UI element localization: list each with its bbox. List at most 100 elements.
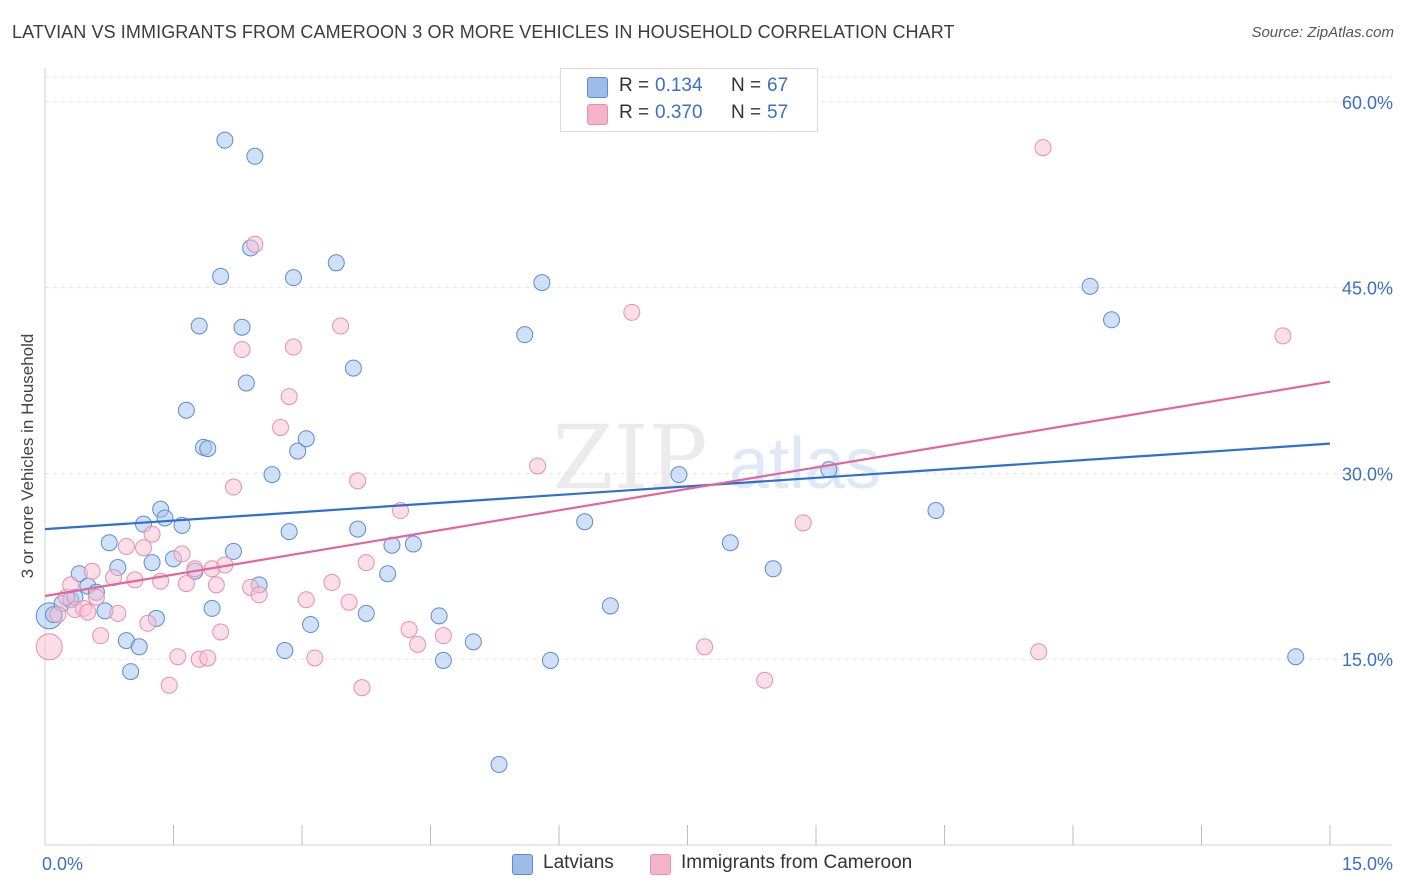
axis-layer xyxy=(44,68,1392,846)
cameroon-point xyxy=(1274,327,1292,345)
latvian-point xyxy=(263,466,281,484)
cameroon-point xyxy=(212,623,230,641)
cameroon-point xyxy=(306,649,324,667)
cameroon-point xyxy=(160,676,178,694)
cameroon-point xyxy=(357,554,375,572)
latvian-point xyxy=(212,267,230,285)
cameroon-point xyxy=(224,478,242,496)
latvian-point xyxy=(130,638,148,656)
latvian-point xyxy=(490,755,508,773)
cameroon-point xyxy=(323,573,341,591)
chart-title: LATVIAN VS IMMIGRANTS FROM CAMEROON 3 OR… xyxy=(12,22,955,42)
points-layer xyxy=(35,131,1305,773)
cameroon-point xyxy=(135,539,153,557)
latvian-point xyxy=(764,560,782,578)
cameroon-point xyxy=(207,576,225,594)
latvian-point xyxy=(430,607,448,625)
cameroon-point xyxy=(1030,643,1048,661)
cameroon-point xyxy=(177,575,195,593)
cameroon-point xyxy=(272,419,290,437)
latvian-point xyxy=(533,274,551,292)
cameroon-point xyxy=(79,603,97,621)
legend-r-value: 0.370 xyxy=(655,102,703,123)
y-tick-label: 60.0% xyxy=(1342,93,1393,113)
y-tick-label: 30.0% xyxy=(1342,464,1393,484)
latvian-point xyxy=(516,326,534,344)
legend-n-value: 67 xyxy=(767,75,789,96)
legend-n-label: N = xyxy=(731,75,762,96)
legend-swatch-latvians xyxy=(587,77,608,98)
latvian-point xyxy=(357,604,375,622)
latvian-point xyxy=(576,513,594,531)
cameroon-point xyxy=(284,338,302,356)
cameroon-point xyxy=(623,303,641,321)
latvian-point xyxy=(541,651,559,669)
cameroon-point xyxy=(349,472,367,490)
watermark-zip: ZIP xyxy=(552,406,707,509)
latvian-point xyxy=(404,535,422,553)
correlation-legend: R = 0.134 N = 67 R = 0.370 N = 57 xyxy=(560,68,818,132)
latvian-point xyxy=(379,565,397,583)
legend-r-label: R = xyxy=(619,102,650,123)
cameroon-trend-line xyxy=(44,380,1331,598)
cameroon-point xyxy=(35,633,63,661)
bottom-legend-label-cameroon: Immigrants from Cameroon xyxy=(681,852,913,873)
cameroon-point xyxy=(199,649,217,667)
latvian-point xyxy=(1287,648,1305,666)
cameroon-point xyxy=(117,537,135,555)
y-tick-label: 15.0% xyxy=(1342,650,1393,670)
cameroon-point xyxy=(409,635,427,653)
tick-label-layer: 15.0% 30.0% 45.0% 60.0% 0.0% 15.0% xyxy=(42,93,1393,874)
latvian-point xyxy=(344,359,362,377)
latvian-point xyxy=(927,502,945,520)
latvian-point xyxy=(464,633,482,651)
latvian-point xyxy=(302,616,320,634)
watermark: ZIP atlas xyxy=(552,406,881,509)
cameroon-point xyxy=(756,671,774,689)
y-tick-label: 45.0% xyxy=(1342,279,1393,299)
cameroon-point xyxy=(186,560,204,578)
trend-layer xyxy=(44,380,1331,598)
latvian-point xyxy=(100,534,118,552)
latvian-point xyxy=(233,318,251,336)
latvian-point xyxy=(276,642,294,660)
latvian-point xyxy=(237,374,255,392)
legend-swatch-cameroon xyxy=(587,104,608,125)
cameroon-point xyxy=(353,679,371,697)
cameroon-point xyxy=(92,627,110,645)
cameroon-point xyxy=(250,586,268,604)
watermark-atlas: atlas xyxy=(729,424,881,504)
latvian-point xyxy=(297,430,315,448)
cameroon-point xyxy=(143,525,161,543)
latvian-point xyxy=(156,509,174,527)
x-tick-label: 0.0% xyxy=(42,854,83,874)
cameroon-point xyxy=(109,604,127,622)
cameroon-point xyxy=(83,562,101,580)
cameroon-point xyxy=(246,235,264,253)
cameroon-point xyxy=(173,545,191,563)
cameroon-point xyxy=(794,514,812,532)
latvian-point xyxy=(203,599,221,617)
latvian-point xyxy=(349,520,367,538)
latvian-point xyxy=(284,269,302,287)
cameroon-point xyxy=(696,638,714,656)
cameroon-point xyxy=(434,627,452,645)
latvian-point xyxy=(721,534,739,552)
cameroon-point xyxy=(332,317,350,335)
latvian-point xyxy=(190,317,208,335)
latvian-point xyxy=(1103,311,1121,329)
latvian-point xyxy=(216,131,234,149)
cameroon-point xyxy=(62,576,80,594)
legend-n-value: 57 xyxy=(767,102,789,123)
latvian-point xyxy=(601,597,619,615)
cameroon-point xyxy=(297,591,315,609)
latvian-point xyxy=(177,401,195,419)
latvian-point xyxy=(143,554,161,572)
cameroon-point xyxy=(87,588,105,606)
grid-layer xyxy=(45,76,1392,660)
cameroon-point xyxy=(340,593,358,611)
latvian-point xyxy=(246,147,264,165)
latvian-point xyxy=(434,651,452,669)
cameroon-point xyxy=(49,606,67,624)
